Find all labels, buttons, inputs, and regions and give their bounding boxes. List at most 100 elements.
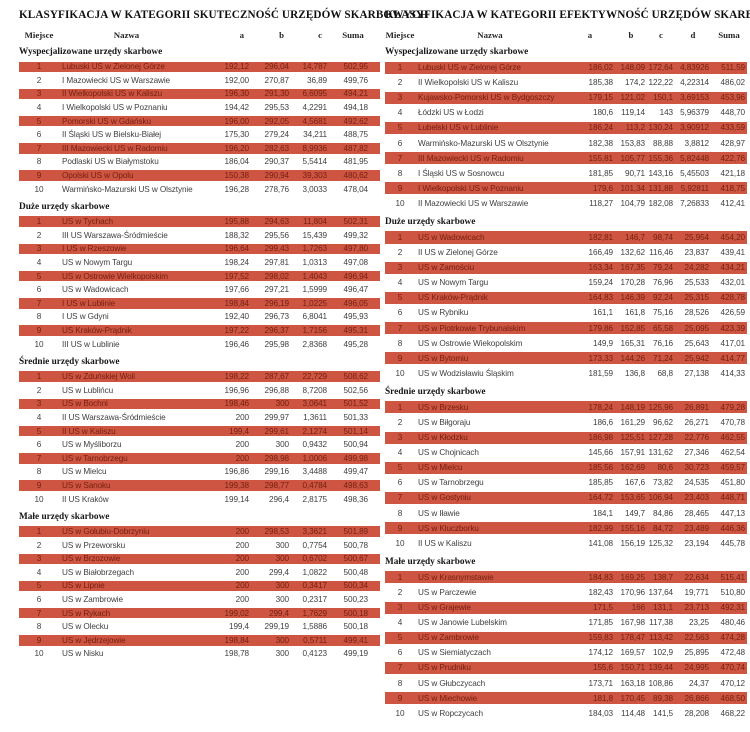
- rank-cell: 7: [397, 153, 403, 163]
- value-cell: 24,282: [684, 263, 710, 273]
- value-cell: 515,41: [720, 572, 746, 582]
- value-cell: 102,9: [653, 648, 673, 658]
- value-cell: 23,713: [684, 603, 710, 613]
- table-row: 5 Pomorski US w Gdańsku 196,00 292,05 4,5681…: [19, 114, 380, 128]
- value-cell: 146,7: [625, 232, 645, 242]
- office-name-cell: US w Przeworsku: [62, 540, 126, 550]
- value-cell: 150,38: [224, 171, 250, 181]
- rank-cell: 4: [397, 448, 403, 458]
- table-row: 1 US w Golubiu-Dobrzyniu 200 298,53 3,3621 50…: [19, 525, 380, 539]
- value-cell: 7,26833: [680, 198, 709, 208]
- value-cell: 511,59: [721, 63, 745, 73]
- office-name-cell: US w Gostyniu: [418, 493, 471, 503]
- table-row: 7 III Mazowiecki US w Radomiu 196,20 282,63…: [19, 142, 380, 156]
- section-header: Średnie urzędy skarbowe: [385, 386, 486, 397]
- value-cell: 0,9432: [302, 440, 328, 450]
- rank-cell: 7: [397, 493, 403, 503]
- value-cell: 146,39: [620, 293, 646, 303]
- column-header-b: b: [628, 30, 634, 40]
- value-cell: 495,31: [343, 325, 369, 335]
- rank-cell: 1: [36, 527, 42, 537]
- value-cell: 445,78: [720, 538, 746, 548]
- value-cell: 159,83: [588, 633, 614, 643]
- value-cell: 167,98: [620, 618, 646, 628]
- value-cell: 90,71: [625, 168, 645, 178]
- value-cell: 141,5: [653, 708, 673, 718]
- table-row: 8 US w Mielcu 196,86 299,16 3,4488 499,47: [19, 465, 380, 479]
- table-row: 3 US w Grajewie 171,5 166 131,1 23,713 492,31: [385, 600, 747, 615]
- value-cell: 200: [235, 540, 249, 550]
- table-row: 10 II US Kraków 199,14 296,4 2,8175 498,36: [19, 492, 380, 506]
- value-cell: 292,05: [264, 116, 290, 126]
- office-name-cell: US w Brzesku: [418, 402, 469, 412]
- value-cell: 39,303: [302, 171, 328, 181]
- value-cell: 270,87: [264, 75, 290, 85]
- value-cell: 433,59: [720, 123, 746, 133]
- value-cell: 196,86: [224, 467, 250, 477]
- section-header: Średnie urzędy skarbowe: [19, 356, 120, 367]
- value-cell: 131,88: [648, 183, 674, 193]
- value-cell: 5,5414: [302, 157, 328, 167]
- column-header-d: d: [690, 30, 696, 40]
- table-row: 10 US w Ropczycach 184,03 114,48 141,5 28,208…: [385, 706, 747, 721]
- value-cell: 4,2291: [302, 103, 328, 113]
- table-row: 2 US w Parczewie 182,43 170,96 137,64 19,771 5…: [385, 585, 747, 600]
- rank-cell: 6: [36, 440, 42, 450]
- table-row: 9 US Kraków-Prądnik 197,22 296,37 1,7156 495,…: [19, 324, 380, 338]
- value-cell: 428,78: [720, 293, 746, 303]
- column-header-row: Miejsce Nazwa a b c Suma: [19, 29, 380, 41]
- rank-cell: 9: [36, 325, 42, 335]
- value-cell: 143: [659, 108, 673, 118]
- value-cell: 185,85: [588, 478, 614, 488]
- value-cell: 198,78: [224, 649, 250, 659]
- office-name-cell: US w Kłodzku: [418, 433, 468, 443]
- value-cell: 116,46: [649, 248, 673, 258]
- office-name-cell: II US w Zielonej Górze: [418, 248, 498, 258]
- value-cell: 1,7156: [302, 325, 328, 335]
- value-cell: 300: [275, 635, 289, 645]
- rank-cell: 5: [397, 463, 403, 473]
- rank-cell: 7: [397, 323, 403, 333]
- value-cell: 502,95: [343, 62, 369, 72]
- value-cell: 300: [275, 554, 289, 564]
- table-row: 8 I US w Gdyni 192,40 296,73 6,8041 495,93: [19, 310, 380, 324]
- office-name-cell: Warmińsko-Mazurski US w Olsztynie: [418, 138, 549, 148]
- rank-cell: 4: [397, 108, 403, 118]
- office-name-cell: US w Ostrowie Wielkopolskim: [62, 271, 169, 281]
- office-name-cell: Lubuski US w Zielonej Górze: [418, 63, 521, 73]
- rank-cell: 8: [397, 338, 403, 348]
- value-cell: 155,16: [620, 523, 646, 533]
- office-name-cell: Lubuski US w Zielonej Górze: [62, 62, 165, 72]
- rank-cell: 5: [36, 581, 42, 591]
- office-name-cell: US w Lipnie: [62, 581, 105, 591]
- value-cell: 65,58: [653, 323, 673, 333]
- office-name-cell: Pomorski US w Gdańsku: [62, 116, 151, 126]
- value-cell: 414,77: [720, 353, 746, 363]
- value-cell: 480,62: [343, 171, 369, 181]
- value-cell: 412,41: [720, 198, 746, 208]
- value-cell: 418,75: [720, 183, 746, 193]
- value-cell: 122,22: [648, 78, 674, 88]
- office-name-cell: US Kraków-Prądnik: [62, 325, 132, 335]
- office-name-cell: Lubelski US w Lublinie: [418, 123, 499, 133]
- table-row: 5 US w Lipnie 200 300 0,3417 500,34: [19, 579, 380, 593]
- value-cell: 296,4: [269, 494, 289, 504]
- table-row: 3 US w Kłodzku 186,98 125,51 127,28 22,776 462…: [385, 430, 747, 445]
- rank-cell: 5: [397, 123, 403, 133]
- rank-cell: 9: [397, 183, 403, 193]
- value-cell: 197,22: [224, 325, 250, 335]
- office-name-cell: US w Wodzisławiu Śląskim: [418, 368, 514, 378]
- value-cell: 22,729: [302, 372, 328, 382]
- value-cell: 495,93: [343, 312, 369, 322]
- rank-cell: 6: [36, 130, 42, 140]
- office-name-cell: II Mazowiecki US w Warszawie: [418, 198, 529, 208]
- value-cell: 198,24: [224, 258, 250, 268]
- value-cell: 131,1: [653, 603, 673, 613]
- office-name-cell: US w Tychach: [62, 217, 113, 227]
- value-cell: 34,211: [303, 130, 327, 140]
- value-cell: 299,4: [269, 567, 289, 577]
- section-header: Wyspecjalizowane urzędy skarbowe: [385, 47, 529, 57]
- value-cell: 186,98: [588, 433, 614, 443]
- value-cell: 428,97: [720, 138, 746, 148]
- value-cell: 298,53: [264, 527, 290, 537]
